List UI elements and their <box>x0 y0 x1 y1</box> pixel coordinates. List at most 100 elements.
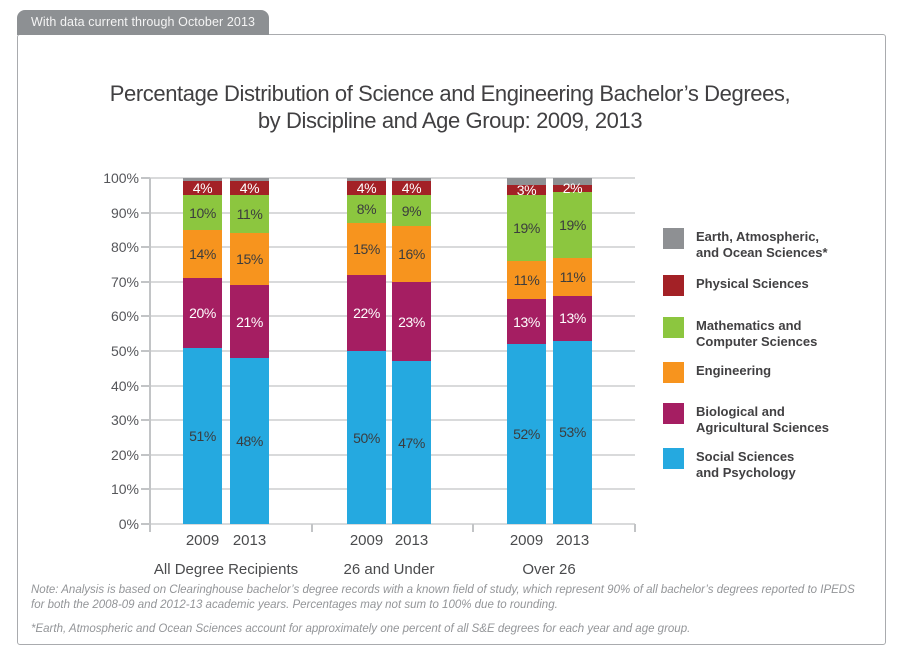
y-axis-tick <box>141 350 150 352</box>
legend-item-label: Earth, Atmospheric, and Ocean Sciences* <box>696 228 828 261</box>
y-axis-label: 50% <box>110 343 139 359</box>
legend-swatch <box>663 275 684 296</box>
segment-engineering: 14% <box>183 229 222 279</box>
legend-label-line: Biological and <box>696 404 785 419</box>
segment-physical-sciences: 4% <box>183 180 222 196</box>
segment-engineering: 15% <box>347 223 386 275</box>
segment-value-label: 48% <box>236 432 263 449</box>
notes: Note: Analysis is based on Clearinghouse… <box>31 583 857 637</box>
y-axis-tick <box>141 315 150 318</box>
segment-engineering: 11% <box>553 257 592 296</box>
segment-mathematics-and-computer-sciences: 9% <box>392 195 431 227</box>
segment-value-label: 9% <box>401 202 422 219</box>
segment-earth-atmospheric-and-ocean-sciences <box>183 178 222 182</box>
segment-value-label: 11% <box>559 268 586 285</box>
segment-value-label: 21% <box>236 313 263 330</box>
segment-biological-and-agricultural-sciences: 21% <box>230 285 269 358</box>
legend-item-earth-atmospheric-and-ocean-sciences: Earth, Atmospheric, and Ocean Sciences* <box>663 228 828 261</box>
note-text: Note: Analysis is based on Clearinghouse… <box>31 584 855 611</box>
segment-biological-and-agricultural-sciences: 22% <box>347 274 386 351</box>
bar-26-and-under-2013: 47% 23% 16% 9% 4% <box>392 178 431 524</box>
segment-value-label: 14% <box>189 246 216 263</box>
segment-earth-atmospheric-and-ocean-sciences <box>507 178 546 185</box>
segment-social-sciences-and-psychology: 48% <box>230 357 269 524</box>
legend-item-label: Engineering <box>696 362 771 379</box>
bar-all-degree-recipients-2009: 51% 20% 14% 10% 4% <box>183 178 222 524</box>
segment-value-label: 47% <box>398 434 425 451</box>
legend-label-line: Mathematics and <box>696 318 802 333</box>
segment-physical-sciences: 4% <box>347 180 386 197</box>
legend-item-social-sciences-and-psychology: Social Sciences and Psychology <box>663 448 796 481</box>
segment-value-label: 19% <box>559 216 586 233</box>
legend-swatch <box>663 403 684 424</box>
segment-value-label: 10% <box>189 204 216 221</box>
y-axis-label: 0% <box>118 516 139 532</box>
legend-label-line: Engineering <box>696 363 772 378</box>
segment-mathematics-and-computer-sciences: 11% <box>230 195 269 234</box>
segment-biological-and-agricultural-sciences: 23% <box>392 281 431 362</box>
segment-value-label: 13% <box>513 313 540 330</box>
segment-biological-and-agricultural-sciences: 13% <box>507 299 546 345</box>
x-axis-year-label: 2009 <box>509 532 544 549</box>
y-axis-label: 80% <box>110 239 139 256</box>
segment-mathematics-and-computer-sciences: 8% <box>347 195 386 223</box>
segment-earth-atmospheric-and-ocean-sciences <box>553 178 592 185</box>
x-axis-tick <box>149 524 151 532</box>
x-axis-group-label: 26 and Under <box>343 561 435 578</box>
segment-biological-and-agricultural-sciences: 20% <box>183 278 222 348</box>
legend-item-label: Social Sciences and Psychology <box>696 448 796 481</box>
x-axis-tick <box>472 524 474 532</box>
segment-value-label: 2% <box>562 180 583 197</box>
x-axis-year-label: 2013 <box>232 532 267 549</box>
segment-value-label: 20% <box>189 304 216 321</box>
segment-value-label: 11% <box>513 272 540 289</box>
y-axis-tick <box>141 280 150 283</box>
chart-frame <box>17 34 886 645</box>
x-axis-group-label: Over 26 <box>522 561 576 578</box>
legend-swatch <box>663 448 684 469</box>
legend-item-biological-and-agricultural-sciences: Biological and Agricultural Sciences <box>663 403 829 436</box>
x-axis-tick <box>634 524 636 532</box>
segment-biological-and-agricultural-sciences: 13% <box>553 295 592 341</box>
segment-value-label: 51% <box>189 427 216 444</box>
segment-value-label: 50% <box>353 429 380 446</box>
y-axis-label: 100% <box>103 170 139 186</box>
legend-label-line: Earth, Atmospheric, <box>696 229 820 244</box>
segment-value-label: 13% <box>559 310 586 327</box>
y-axis-tick <box>141 523 150 525</box>
y-axis-label: 90% <box>110 204 139 221</box>
segment-earth-atmospheric-and-ocean-sciences <box>230 178 269 182</box>
segment-earth-atmospheric-and-ocean-sciences <box>347 178 386 182</box>
x-axis-year-label: 2013 <box>555 532 590 549</box>
segment-mathematics-and-computer-sciences: 10% <box>183 195 222 230</box>
y-axis-tick <box>141 177 150 179</box>
y-axis-label: 30% <box>110 412 139 429</box>
segment-physical-sciences: 3% <box>507 182 546 199</box>
x-axis-year-label: 2009 <box>185 532 220 549</box>
legend-item-label: Physical Sciences <box>696 275 809 292</box>
x-axis-year-label: 2013 <box>394 532 429 549</box>
segment-value-label: 15% <box>236 251 263 268</box>
legend-item-mathematics-and-computer-sciences: Mathematics and Computer Sciences <box>663 317 817 350</box>
segment-mathematics-and-computer-sciences: 19% <box>553 191 592 258</box>
legend-swatch <box>663 228 684 249</box>
y-axis-label: 70% <box>110 273 139 290</box>
bar-26-and-under-2009: 50% 22% 15% 8% 4% <box>347 178 386 524</box>
segment-value-label: 15% <box>353 240 380 257</box>
segment-physical-sciences: 2% <box>553 180 592 196</box>
segment-engineering: 11% <box>507 261 546 300</box>
segment-value-label: 16% <box>398 246 425 263</box>
chart-title: Percentage Distribution of Science and E… <box>0 80 900 134</box>
segment-value-label: 4% <box>401 180 422 197</box>
segment-value-label: 4% <box>356 180 377 197</box>
segment-social-sciences-and-psychology: 51% <box>183 347 222 524</box>
gridline-0 <box>150 523 635 525</box>
y-axis-label: 60% <box>110 308 139 325</box>
y-axis-tick <box>141 419 150 422</box>
x-axis-tick <box>311 524 313 532</box>
y-axis-tick <box>141 211 150 214</box>
legend-label-line: Agricultural Sciences <box>696 420 829 435</box>
x-axis-group-label: All Degree Recipients <box>153 561 299 578</box>
segment-value-label: 3% <box>516 182 537 199</box>
segment-value-label: 11% <box>236 206 263 223</box>
